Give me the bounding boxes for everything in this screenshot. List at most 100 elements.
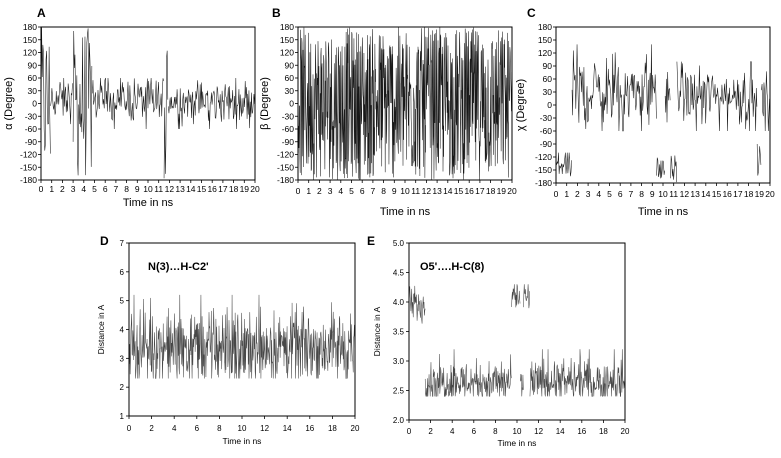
y-tick-label: 30 <box>28 86 38 96</box>
x-tick-label: 1 <box>306 186 311 196</box>
y-tick-label: -30 <box>25 111 38 121</box>
y-tick-label: 90 <box>28 60 38 70</box>
x-tick-label: 6 <box>360 186 365 196</box>
x-tick-label: 6 <box>195 424 200 433</box>
x-tick-label: 16 <box>722 189 732 199</box>
x-tick-label: 0 <box>39 184 44 194</box>
x-tick-label: 20 <box>250 184 260 194</box>
panel-label: B <box>272 6 281 20</box>
x-tick-label: 14 <box>701 189 711 199</box>
series-trace <box>297 27 513 180</box>
x-tick-label: 8 <box>217 424 222 433</box>
y-tick-label: -120 <box>20 150 37 160</box>
x-tick-label: 4 <box>596 189 601 199</box>
x-tick-label: 19 <box>497 186 507 196</box>
y-tick-label: -30 <box>282 111 295 121</box>
x-tick-label: 14 <box>186 184 196 194</box>
x-axis-label: Time in ns <box>498 438 537 448</box>
series-line-segment <box>519 374 524 397</box>
x-tick-label: 17 <box>475 186 485 196</box>
y-tick-label: 150 <box>280 35 294 45</box>
y-tick-label: 180 <box>538 22 552 32</box>
y-tick-label: 120 <box>538 48 552 58</box>
x-tick-label: 6 <box>103 184 108 194</box>
y-tick-label: -180 <box>535 178 552 188</box>
x-tick-label: 10 <box>143 184 153 194</box>
x-tick-label: 20 <box>507 186 517 196</box>
x-tick-label: 11 <box>154 184 163 194</box>
series-line-segment <box>297 27 513 180</box>
x-tick-label: 16 <box>305 424 314 433</box>
y-tick-label: 90 <box>543 61 553 71</box>
y-tick-label: 3.0 <box>393 357 405 366</box>
panel-label: A <box>37 6 46 20</box>
x-tick-label: 9 <box>650 189 655 199</box>
series-line-segment <box>168 77 255 130</box>
x-tick-label: 10 <box>513 427 522 436</box>
x-tick-label: 15 <box>197 184 207 194</box>
x-tick-label: 5 <box>92 184 97 194</box>
panel-label: E <box>367 234 375 248</box>
series-line-segment <box>529 349 626 398</box>
x-tick-label: 19 <box>240 184 250 194</box>
y-tick-label: 120 <box>23 48 37 58</box>
x-tick-label: 3 <box>586 189 591 199</box>
x-tick-label: 10 <box>658 189 668 199</box>
x-tick-label: 15 <box>454 186 464 196</box>
x-tick-label: 7 <box>629 189 634 199</box>
x-tick-label: 1 <box>564 189 569 199</box>
y-tick-label: 2.0 <box>393 416 405 425</box>
x-tick-label: 19 <box>755 189 765 199</box>
x-tick-label: 2 <box>428 427 433 436</box>
x-tick-label: 20 <box>351 424 360 433</box>
panel-c: C0 1 2 3 4 5 6 7 8 9 10 11 12 13 14 15 16 17 18 19 201801501… <box>515 6 775 218</box>
x-tick-label: 10 <box>238 424 247 433</box>
x-tick-label: 3 <box>328 186 333 196</box>
x-tick-label: 16 <box>577 427 586 436</box>
y-tick-label: 5 <box>120 297 125 306</box>
y-tick-label: -120 <box>535 152 552 162</box>
y-tick-label: -60 <box>25 124 38 134</box>
series-trace <box>555 44 770 183</box>
series-line-segment <box>656 157 665 179</box>
x-tick-label: 10 <box>400 186 410 196</box>
x-tick-label: 13 <box>175 184 185 194</box>
x-tick-label: 4 <box>81 184 86 194</box>
series-line-segment <box>523 284 530 309</box>
y-axis-label: Distance in A <box>96 304 106 354</box>
x-tick-label: 0 <box>407 427 412 436</box>
x-tick-label: 12 <box>534 427 543 436</box>
y-tick-label: 2.5 <box>393 387 405 396</box>
y-tick-label: 120 <box>280 48 294 58</box>
series-line-segment <box>92 77 164 130</box>
x-tick-label: 3 <box>71 184 76 194</box>
y-tick-label: 7 <box>120 239 125 248</box>
series-line-segment <box>128 294 356 379</box>
x-tick-label: 0 <box>554 189 559 199</box>
x-tick-label: 18 <box>744 189 754 199</box>
series-line-segment <box>676 61 758 132</box>
x-tick-label: 14 <box>443 186 453 196</box>
x-tick-label: 9 <box>392 186 397 196</box>
panel-d: D 0 2 4 6 8 10 12 14 16 18 20 7 6 5 4 3 2 1 Time in ns Dista… <box>96 234 360 446</box>
x-tick-label: 7 <box>114 184 119 194</box>
y-tick-label: 0 <box>32 99 37 109</box>
x-tick-label: 9 <box>135 184 140 194</box>
x-axis-label: Time in ns <box>123 197 174 209</box>
x-tick-label: 11 <box>411 186 420 196</box>
x-tick-label: 16 <box>464 186 474 196</box>
x-axis-label: Time in ns <box>638 206 689 218</box>
x-tick-label: 2 <box>317 186 322 196</box>
y-tick-label: 150 <box>538 35 552 45</box>
x-tick-label: 8 <box>639 189 644 199</box>
series-line-segment <box>408 285 426 324</box>
x-tick-label: 4 <box>338 186 343 196</box>
x-tick-label: 2 <box>575 189 580 199</box>
x-axis-label: Time in ns <box>380 206 431 218</box>
x-tick-label: 7 <box>371 186 376 196</box>
x-tick-label: 2 <box>60 184 65 194</box>
y-tick-label: -150 <box>20 162 37 172</box>
x-tick-label: 17 <box>218 184 228 194</box>
y-tick-label: 180 <box>23 22 37 32</box>
series-line-segment <box>40 27 51 154</box>
